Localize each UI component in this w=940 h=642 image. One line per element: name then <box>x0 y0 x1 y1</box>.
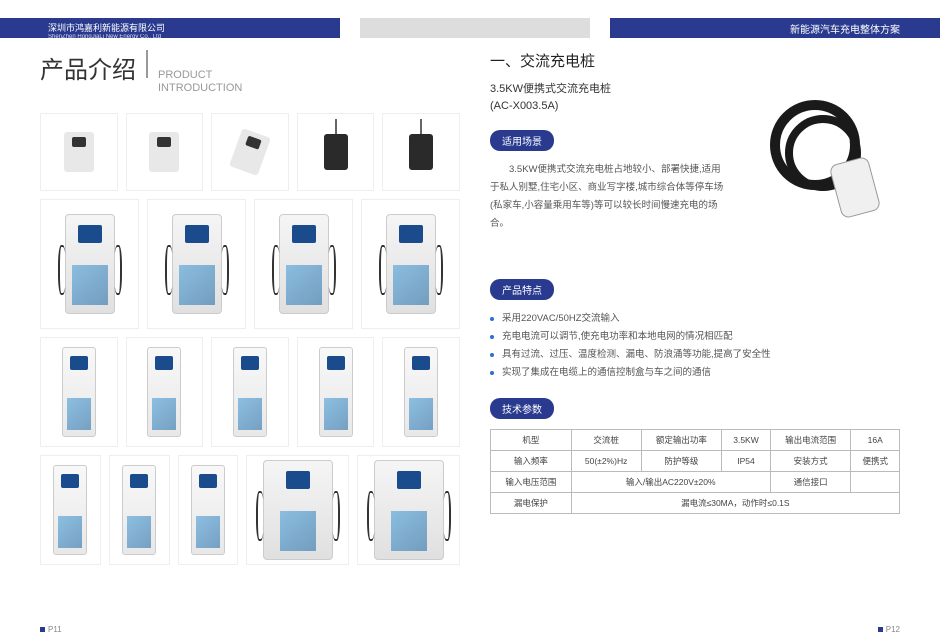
left-page: 产品介绍 PRODUCT INTRODUCTION <box>40 50 460 612</box>
product-thumb <box>297 337 375 447</box>
product-thumb <box>126 113 204 191</box>
page-title: 产品介绍 PRODUCT INTRODUCTION <box>40 50 460 95</box>
gallery-row-4 <box>40 455 460 565</box>
page-number-right: P12 <box>878 625 900 634</box>
gallery-row-1 <box>40 113 460 191</box>
title-cn: 产品介绍 <box>40 50 136 85</box>
title-divider <box>146 50 148 78</box>
gallery-row-2 <box>40 199 460 329</box>
section-title: 一、交流充电桩 <box>490 50 900 71</box>
scene-text: 3.5KW便携式交流充电桩占地较小、部署快捷,适用于私人别墅,住宅小区、商业写字… <box>490 161 730 233</box>
product-thumb <box>357 455 460 565</box>
feature-item: 采用220VAC/50HZ交流输入 <box>490 310 900 328</box>
product-thumb <box>382 337 460 447</box>
badge-specs: 技术参数 <box>490 398 554 419</box>
badge-scene: 适用场景 <box>490 130 554 151</box>
page-number-left: P11 <box>40 625 62 634</box>
table-row: 输入频率50(±2%)Hz 防护等级IP54 安装方式便携式 <box>491 451 900 472</box>
company-cn: 深圳市鸿嘉利新能源有限公司 <box>48 21 340 34</box>
feature-item: 充电电流可以调节,使充电功率和本地电网的情况相匹配 <box>490 328 900 346</box>
gallery-row-3 <box>40 337 460 447</box>
product-thumb <box>382 113 460 191</box>
tagline: 新能源汽车充电整体方案 <box>610 18 940 38</box>
title-en: PRODUCT INTRODUCTION <box>158 69 242 95</box>
product-gallery <box>40 113 460 565</box>
product-thumb <box>40 337 118 447</box>
table-row: 机型交流桩 额定输出功率3.5KW 输出电流范围16A <box>491 430 900 451</box>
product-thumb <box>246 455 349 565</box>
right-page: 一、交流充电桩 3.5KW便携式交流充电桩 (AC-X003.5A) 适用场景 … <box>490 50 900 612</box>
company-block: 深圳市鸿嘉利新能源有限公司 ShenZhen HongJiaLi New Ene… <box>0 18 340 38</box>
badge-features: 产品特点 <box>490 279 554 300</box>
product-thumb <box>254 199 353 329</box>
charger-handle-icon <box>829 156 882 219</box>
company-en: ShenZhen HongJiaLi New Energy Co., Ltd <box>48 34 340 40</box>
product-thumb <box>211 337 289 447</box>
product-thumb <box>178 455 239 565</box>
product-thumb <box>211 113 289 191</box>
product-thumb <box>40 199 139 329</box>
table-row: 输入电压范围 输入/输出AC220V±20% 通信接口 <box>491 472 900 493</box>
table-row: 漏电保护 漏电流≤30MA，动作时≤0.1S <box>491 493 900 514</box>
product-thumb <box>109 455 170 565</box>
product-hero-image <box>760 90 890 220</box>
product-thumb <box>40 455 101 565</box>
feature-item: 实现了集成在电缆上的通信控制盒与车之间的通信 <box>490 364 900 382</box>
spec-table: 机型交流桩 额定输出功率3.5KW 输出电流范围16A 输入频率50(±2%)H… <box>490 429 900 514</box>
product-thumb <box>126 337 204 447</box>
feature-item: 具有过流、过压、温度检测、漏电、防浪涌等功能,提高了安全性 <box>490 346 900 364</box>
product-thumb <box>297 113 375 191</box>
product-thumb <box>147 199 246 329</box>
header-bar: 深圳市鸿嘉利新能源有限公司 ShenZhen HongJiaLi New Ene… <box>0 18 940 38</box>
product-thumb <box>361 199 460 329</box>
feature-list: 采用220VAC/50HZ交流输入 充电电流可以调节,使充电功率和本地电网的情况… <box>490 310 900 382</box>
product-thumb <box>40 113 118 191</box>
header-spacer <box>360 18 590 38</box>
